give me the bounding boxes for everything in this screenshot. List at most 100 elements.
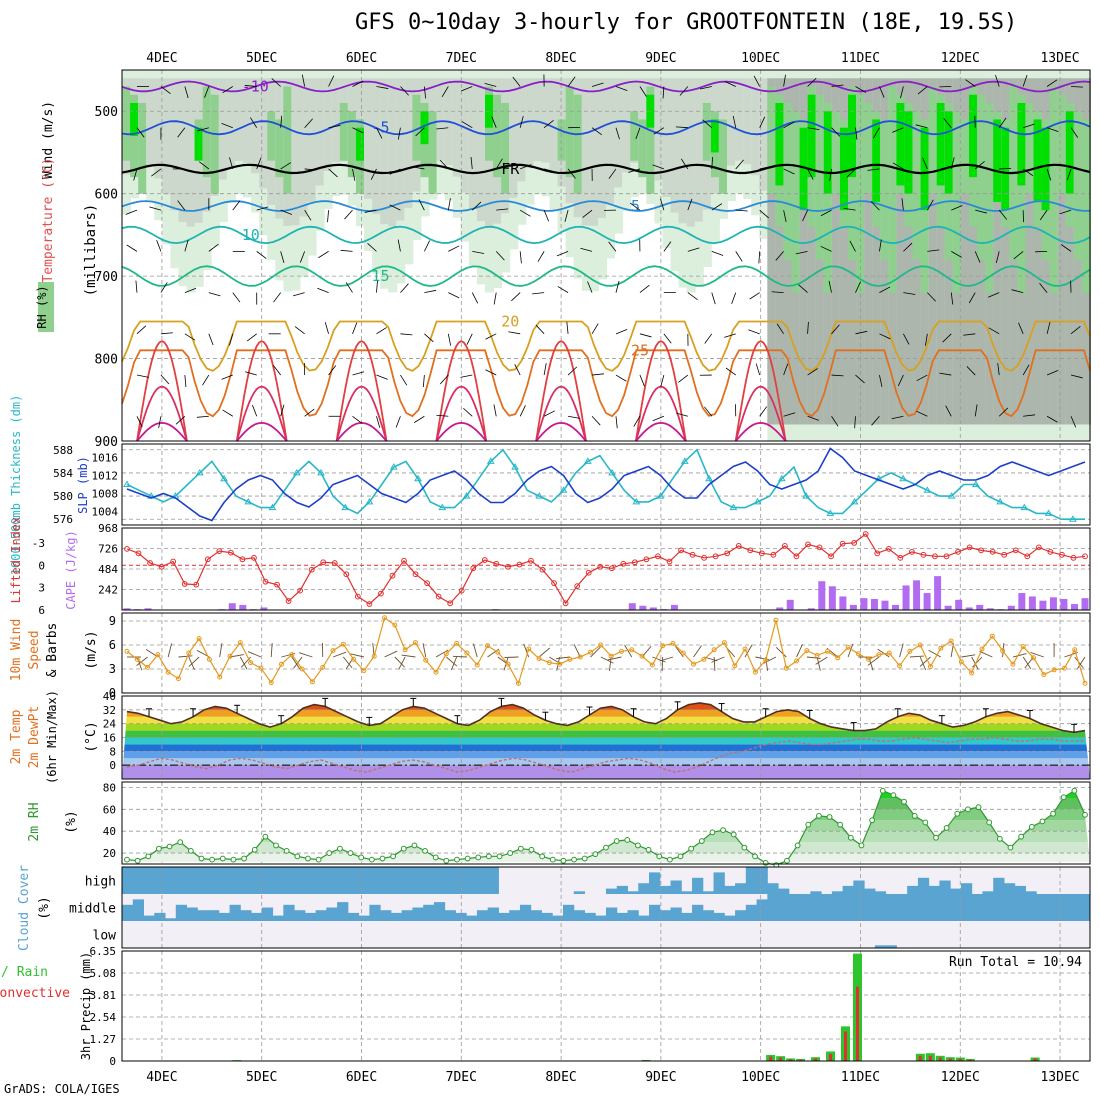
rh-marker [879,787,886,794]
wind-barb-10m [240,656,251,668]
cloud-cell [702,891,715,894]
wind-barb [879,374,883,387]
cloud-cell [283,867,295,894]
wind-barb-10m [1012,653,1027,658]
wind-barb [567,366,578,376]
cloud-cell [982,894,994,921]
wind-barb [711,251,724,256]
wind-barb [327,210,329,223]
wind-barb [424,289,437,293]
wind-barb [232,200,241,211]
cape-bar [944,605,952,610]
wind-barb [252,404,258,417]
thickness-marker [753,497,762,505]
rh-marker [390,853,397,860]
rh-marker [847,834,854,841]
cloud-cell [971,894,983,921]
rh-band [614,78,624,188]
wind-speed-marker [783,665,789,671]
wind-barb [184,375,187,388]
rh-marker [635,842,641,849]
rh-marker [145,853,152,860]
wind-speed-marker [351,656,357,662]
temp-bands [122,702,1090,779]
temp-band [122,751,1090,759]
wind-speed-marker [464,650,470,656]
rh-marker [262,833,269,840]
precip-conv-bar [844,1031,848,1061]
li-marker [735,542,742,549]
day-label-bottom: 5DEC [246,1070,277,1085]
wind-barb [987,292,1000,298]
wind-barb [229,333,234,346]
wind-barb [783,210,787,222]
wind-barb [639,284,650,293]
rh-marker [837,821,844,828]
rh-band [460,78,470,193]
precip-conv-bar [918,1055,922,1061]
cloud-cell [606,888,618,894]
wind-barb [735,159,744,170]
cloud-cell [132,899,145,921]
wind-barb [491,116,497,128]
wind-barb [831,84,844,87]
temp-band [122,737,1090,745]
rh-marker [432,854,439,861]
cloud-cell [638,915,650,921]
rh-band [146,78,156,167]
li-marker [181,581,188,587]
wind-barb [1022,168,1034,177]
wind-barb [422,375,425,388]
wind-barb [942,333,952,343]
cape-bar [1070,604,1078,610]
wind-barb [519,116,524,128]
cloud-cell [627,891,639,894]
wind-barb [849,240,856,252]
rh-marker [315,856,322,863]
li-marker [701,554,708,561]
wind-barb-10m [816,656,821,671]
surface-temperature-contour [635,340,687,442]
wind-barb [304,118,313,128]
wind-barb [732,115,737,128]
wind-speed-marker [392,622,398,628]
precip-total-label: Total / Rain [0,965,48,980]
wind-barb [324,322,329,334]
wind-barb-10m [247,651,262,658]
wind-barb [208,333,214,346]
day-label-bottom: 13DEC [1040,1070,1079,1085]
thickness-marker [365,497,374,505]
temp-tick: 16 [103,732,116,745]
cloud-cell [778,888,790,894]
wind-barb [846,168,856,178]
cloud-cell [261,907,274,921]
wind-barb [1060,244,1072,252]
wind-speed-marker [660,643,666,649]
wind-barb [400,283,409,293]
wind-barb [927,292,936,302]
rh-band [799,127,808,211]
wind-barb [771,291,784,293]
wind-speed-marker [577,654,583,660]
wind-speed-marker [588,649,594,655]
rh-band [1025,78,1035,425]
wind-speed-marker [866,656,872,662]
rh-band [194,127,203,161]
wind-barb [759,116,766,128]
wind-barb [903,333,910,345]
wind-barb [232,292,241,303]
li-marker [204,556,211,563]
wind-barb [160,86,171,95]
wind-barb-10m [1077,656,1086,669]
cloud-row-label: middle [69,902,116,917]
wind-barb [439,159,449,170]
pressure-tick: 500 [95,105,118,120]
wind-barb [136,325,147,335]
rh-band [807,94,816,178]
wind-speed-marker [824,648,830,654]
rh-band [686,78,696,227]
wind-speed-marker [320,664,326,670]
rh-band [1025,102,1035,194]
rh-band [670,78,680,213]
wind-barb [246,333,257,342]
